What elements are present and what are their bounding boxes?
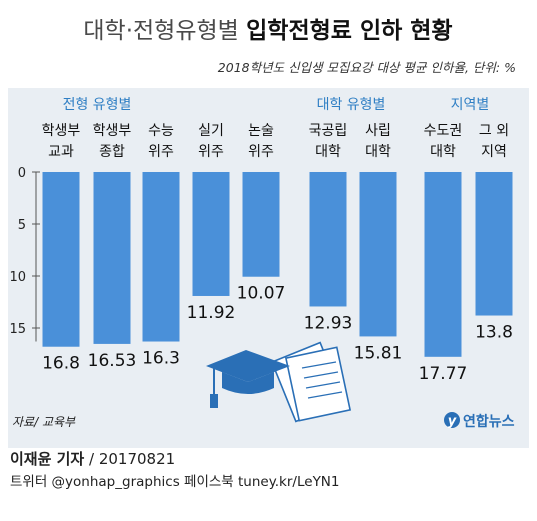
value-label: 16.3: [142, 349, 180, 369]
value-label: 13.8: [475, 323, 513, 343]
y-tick-label: 5: [18, 218, 26, 233]
bar: [475, 172, 513, 316]
value-label: 12.93: [304, 313, 353, 333]
group-label-admission-type: 전형 유형별: [63, 97, 132, 113]
category-label: 위주: [148, 144, 174, 160]
title-part-light: 대학·전형유형별: [83, 18, 246, 44]
value-label: 15.81: [354, 343, 403, 363]
publish-date: / 20170821: [84, 450, 175, 468]
value-label: 16.8: [42, 354, 80, 374]
chart-subtitle: 2018학년도 신입생 모집요강 대상 평균 인하율, 단위: %: [218, 60, 516, 75]
graduation-cap-documents-icon: [206, 341, 352, 423]
category-label: 지역: [481, 144, 507, 160]
category-label: 학생부: [42, 123, 81, 139]
source-text: 자료/ 교육부: [12, 415, 76, 429]
y-tick-label: 0: [18, 166, 26, 181]
category-label: 교과: [48, 144, 74, 160]
value-label: 10.07: [237, 284, 286, 304]
category-label: 수도권: [424, 123, 463, 139]
bar: [424, 172, 462, 357]
byline: 이재윤 기자 / 20170821: [10, 450, 175, 468]
bar: [359, 172, 397, 337]
category-label: 수능: [148, 123, 174, 139]
value-label: 17.77: [419, 364, 468, 384]
bar: [242, 172, 280, 277]
bar: [42, 172, 80, 347]
bar: [142, 172, 180, 342]
bar: [93, 172, 131, 344]
bar: [309, 172, 347, 307]
category-label: 그 외: [479, 123, 509, 139]
y-tick-label: 15: [9, 322, 26, 337]
category-label: 대학: [430, 144, 456, 160]
yonhap-logo-mark: [444, 412, 460, 428]
bar: [192, 172, 230, 296]
category-label: 대학: [365, 144, 391, 160]
author-name: 이재윤 기자: [10, 450, 84, 468]
category-label: 학생부: [93, 123, 132, 139]
group-label-university-type: 대학 유형별: [317, 97, 386, 113]
y-axis: 0 5 10 15: [9, 166, 40, 342]
category-label: 위주: [198, 144, 224, 160]
y-tick-label: 10: [9, 270, 26, 285]
category-label: 대학: [315, 144, 341, 160]
title-part-bold: 입학전형료 인하 현황: [246, 18, 452, 44]
category-label: 위주: [248, 144, 274, 160]
yonhap-logo: y 연합뉴스: [444, 412, 515, 430]
bars: [42, 172, 513, 357]
social-links: 트위터 @yonhap_graphics 페이스북 tuney.kr/LeYN1: [10, 474, 340, 490]
svg-text:y: y: [448, 414, 457, 429]
group-label-region: 지역별: [451, 97, 490, 113]
value-label: 11.92: [187, 303, 236, 323]
yonhap-logo-text: 연합뉴스: [463, 413, 515, 430]
category-label: 종합: [99, 144, 125, 160]
category-label: 실기: [198, 123, 224, 139]
value-label: 16.53: [88, 351, 137, 371]
category-label: 논술: [248, 123, 274, 139]
category-label: 사립: [365, 123, 391, 139]
chart-title: 대학·전형유형별 입학전형료 인하 현황: [83, 18, 452, 44]
category-label: 국공립: [309, 123, 348, 139]
